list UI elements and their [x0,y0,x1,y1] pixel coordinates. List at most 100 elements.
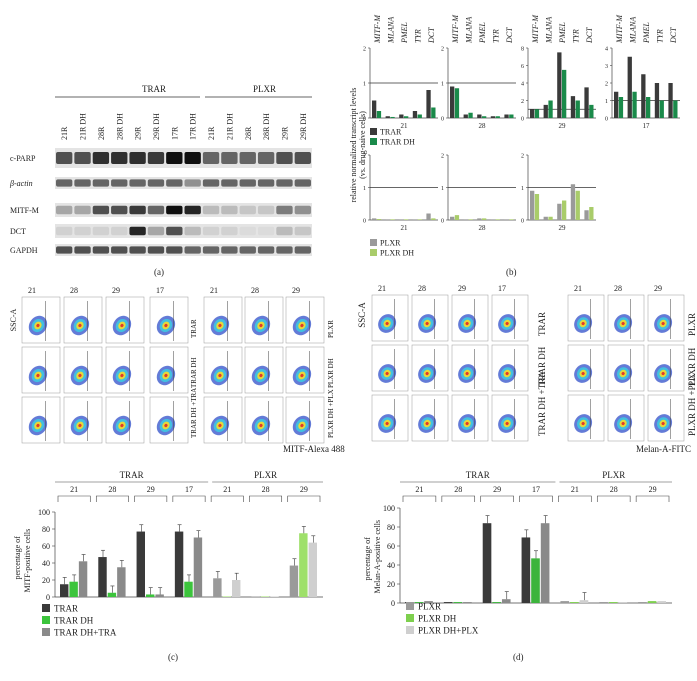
flow-plot [285,296,325,344]
blot-row-label: DCT [10,227,26,236]
legend-text: TRAR DH [54,616,94,626]
y-tick-label: 1 [521,186,524,192]
bar-plxr [570,184,576,220]
panel-d-bar-chart: 0 20 40 60 80 100 percentage of Melan-A-positiv… [363,470,672,608]
flow-plot [607,294,645,342]
bar-plxr-dh [404,219,409,220]
legend-swatch [42,616,50,624]
panel-c-bar-chart: 0 20 40 60 80 100 percentage of MITF-positive c… [13,470,323,602]
blot-band [294,152,311,164]
flow-density-core [36,423,40,428]
lane-label: 29R [134,126,143,140]
bar-trar-dh [146,594,155,597]
y-tick-label: 60 [42,542,50,551]
flow-density-core [621,421,625,426]
legend-text: TRAR [380,128,402,137]
y-tick-label: 0 [441,219,444,225]
group-bracket [441,495,476,502]
flow-col-label: 28 [251,286,259,295]
y-axis-label-2: MITF-positive cells [23,529,32,593]
flow-density-core [120,373,124,378]
bar-plxr-dh [495,219,500,220]
flow-plot [244,396,284,444]
flow-density-core [78,423,82,428]
blot-row-label: MITF-M [10,206,39,215]
flow-density-core [78,323,82,328]
bar-plxr-dh-plx [579,600,589,603]
bar-plxr-dh [548,216,553,220]
group-bracket [635,495,670,502]
y-tick-label: 0 [391,599,395,608]
bar-plxr [213,578,222,597]
flow-density-core [661,321,665,326]
panel-b-ylabel-2: (vs. drug-naive cells) [358,111,367,179]
blot-band [276,246,293,254]
y-tick-label: 1 [363,82,366,88]
mini-chart-28: 0 1 2 28 MITF-M MLANA PMEL TYR DCT [441,14,516,130]
blot-band [239,246,256,254]
blot-band [184,152,201,164]
blot-band [56,205,73,215]
gene-label: TYR [414,29,423,43]
flow-density-core [661,421,665,426]
blot-row-label: β-actin [9,179,33,188]
bar-trar [557,52,562,118]
flow-plot [647,294,685,342]
y-tick-label: 0 [521,117,524,123]
bar-plxr-dh [562,200,567,220]
bar-trar-dh [575,100,580,118]
group-super-trar: TRAR [120,470,144,480]
flow-density-core [300,323,304,328]
blot-row-label: c-PARP [10,154,36,163]
bar-plxr-dh-plx [618,602,628,603]
bar-trar [521,537,531,603]
group-label: 28 [108,485,116,494]
flow-density-core [465,371,469,376]
blot-band [111,152,128,164]
flow-row-label-trar: TRAR [537,312,547,336]
bar-trar-dh-tra [501,599,511,603]
group-bracket [57,495,91,502]
panel-d-label: (d) [513,652,524,662]
gene-label: MLANA [464,17,473,44]
lane-label: 29R DH [152,113,161,140]
flow-density-core [385,371,389,376]
bar-trar-dh [673,100,678,118]
blot-band [166,152,183,164]
y-tick-label: 40 [42,559,50,568]
blot-band [74,179,91,187]
bar-plxr-dh-plx [232,580,241,597]
blot-band [294,226,311,236]
bar-trar-dh [531,558,540,603]
y-tick-label: 2 [521,99,524,105]
flow-col-label: 17 [498,284,506,293]
flow-density-core [661,371,665,376]
flow-plot [607,394,645,442]
bar-trar [641,74,646,118]
flow-plot [244,296,284,344]
y-tick-label: 20 [42,576,50,585]
flow-density-core [505,421,509,426]
blot-band [257,246,275,254]
lane-label: 28R [97,126,106,140]
flow-density-core [621,321,625,326]
bar-trar [654,83,660,118]
bar-trar-dh [453,602,463,603]
legend-swatch [406,614,414,622]
panel-b-transcript-levels: relative normalized transcript levels (v… [349,14,680,277]
bar-trar [399,114,404,118]
flow-col-label: 29 [292,286,300,295]
legend-text: PLXR [418,602,441,612]
blot-band [74,226,91,236]
bar-plxr-dh [431,218,436,220]
panel-c-label: (c) [168,652,178,662]
flow-plot [285,346,325,394]
bar-trar-dh [495,116,500,118]
flow-col-label: 21 [210,286,218,295]
group-bracket [249,495,283,502]
flow-density-core [385,421,389,426]
y-tick-label: 6 [521,64,524,70]
y-tick-label: 100 [38,508,50,517]
flow-density-core [581,321,585,326]
